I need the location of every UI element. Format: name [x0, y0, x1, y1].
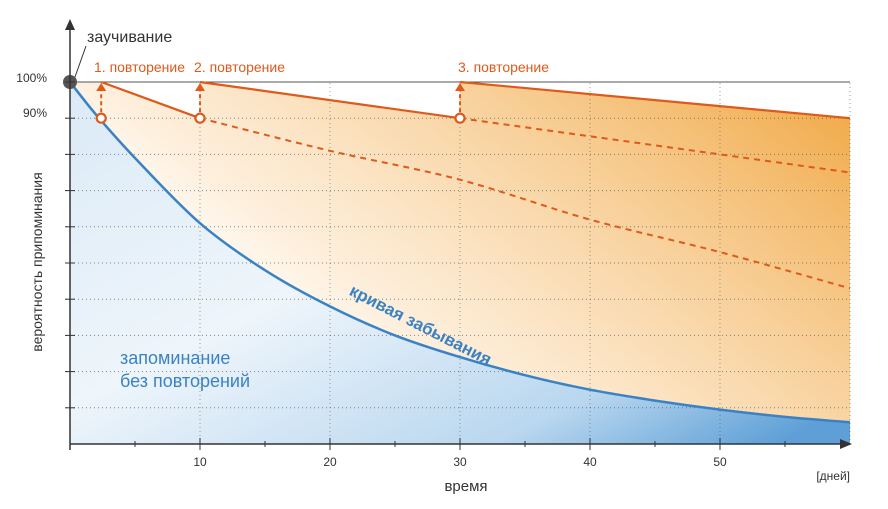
- repetition-3-decay-line: [459, 80, 851, 120]
- no-repetition-label-line1: запоминание: [120, 348, 230, 368]
- repetition-3-marker: [454, 112, 466, 124]
- repetition-label-3: 3. повторение: [458, 59, 549, 75]
- x-tick-label: 50: [713, 455, 727, 469]
- forgetting-area: [70, 82, 850, 444]
- repetition-2-no-further-line: [199, 117, 851, 290]
- repetition-3-no-further-line: [459, 117, 851, 174]
- forgetting-curve-line: [69, 81, 851, 424]
- no-repetition-label-line2: без повторений: [120, 371, 250, 391]
- y-tick-label-90: 90%: [23, 106, 47, 120]
- chart-fill-layer: [70, 82, 850, 444]
- x-axis-unit: [дней]: [816, 469, 850, 483]
- repetition-3-arrow-head: [455, 83, 465, 91]
- repetition-2-marker: [194, 112, 206, 124]
- x-axis-label: время: [444, 478, 487, 495]
- learning-label: заучивание: [87, 29, 172, 46]
- repetition-2-arrow-head: [195, 83, 205, 91]
- repetition-label-2: 2. повторение: [194, 59, 285, 75]
- repetition-label-1: 1. повторение: [94, 59, 185, 75]
- repetition-1-arrow-head: [96, 83, 107, 91]
- learning-leader-line: [74, 45, 87, 78]
- x-axis-arrow: [840, 439, 852, 449]
- axes-layer: [65, 19, 852, 450]
- x-tick-label: 40: [583, 455, 597, 469]
- y-axis-arrow: [65, 19, 75, 30]
- y-tick-label-100: 100%: [16, 71, 47, 85]
- series-layer: [63, 45, 851, 424]
- x-tick-label: 10: [193, 455, 207, 469]
- repetition-area: [70, 82, 850, 423]
- x-tick-label: 20: [323, 455, 337, 469]
- repetition-2-decay-line: [199, 80, 461, 120]
- y-axis-label: вероятность припоминания: [29, 172, 45, 351]
- x-tick-label: 30: [453, 455, 467, 469]
- repetition-1-marker: [95, 112, 107, 124]
- repetition-1-decay-line: [100, 80, 201, 120]
